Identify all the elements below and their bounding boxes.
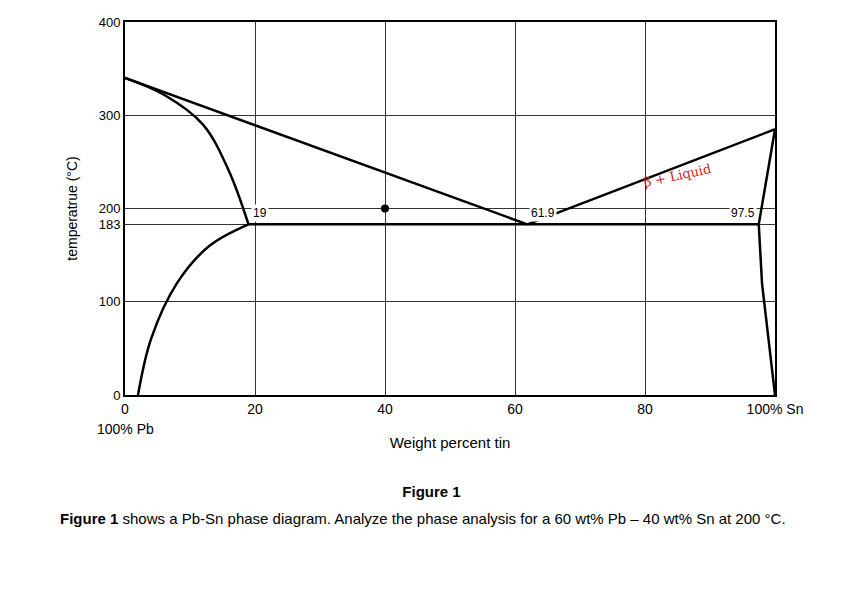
svg-text:400: 400	[99, 15, 121, 30]
svg-text:19: 19	[253, 206, 267, 220]
html-text:Figure 1 shows a Pb-Sn phase d: Figure 1 shows a Pb-Sn phase diagram. An…	[60, 510, 786, 527]
svg-text:temperatrue (°C): temperatrue (°C)	[64, 156, 80, 260]
svg-text:300: 300	[99, 108, 121, 123]
svg-text:200: 200	[99, 201, 121, 216]
svg-text:0: 0	[121, 401, 129, 417]
svg-text:40: 40	[377, 401, 393, 417]
svg-text:60: 60	[507, 401, 523, 417]
svg-text:100: 100	[99, 294, 121, 309]
svg-text:100% Pb: 100% Pb	[97, 421, 154, 437]
svg-text:80: 80	[637, 401, 653, 417]
svg-text:100% Sn: 100% Sn	[747, 401, 804, 417]
svg-text:Weight percent tin: Weight percent tin	[390, 434, 511, 451]
svg-text:0: 0	[113, 388, 120, 403]
svg-text:20: 20	[247, 401, 263, 417]
svg-text:97.5: 97.5	[731, 206, 755, 220]
svg-text:183: 183	[99, 217, 121, 232]
svg-text:61.9: 61.9	[531, 206, 555, 220]
svg-text:β + Liquid: β + Liquid	[642, 161, 712, 190]
html-text:Figure 1: Figure 1	[402, 483, 461, 500]
